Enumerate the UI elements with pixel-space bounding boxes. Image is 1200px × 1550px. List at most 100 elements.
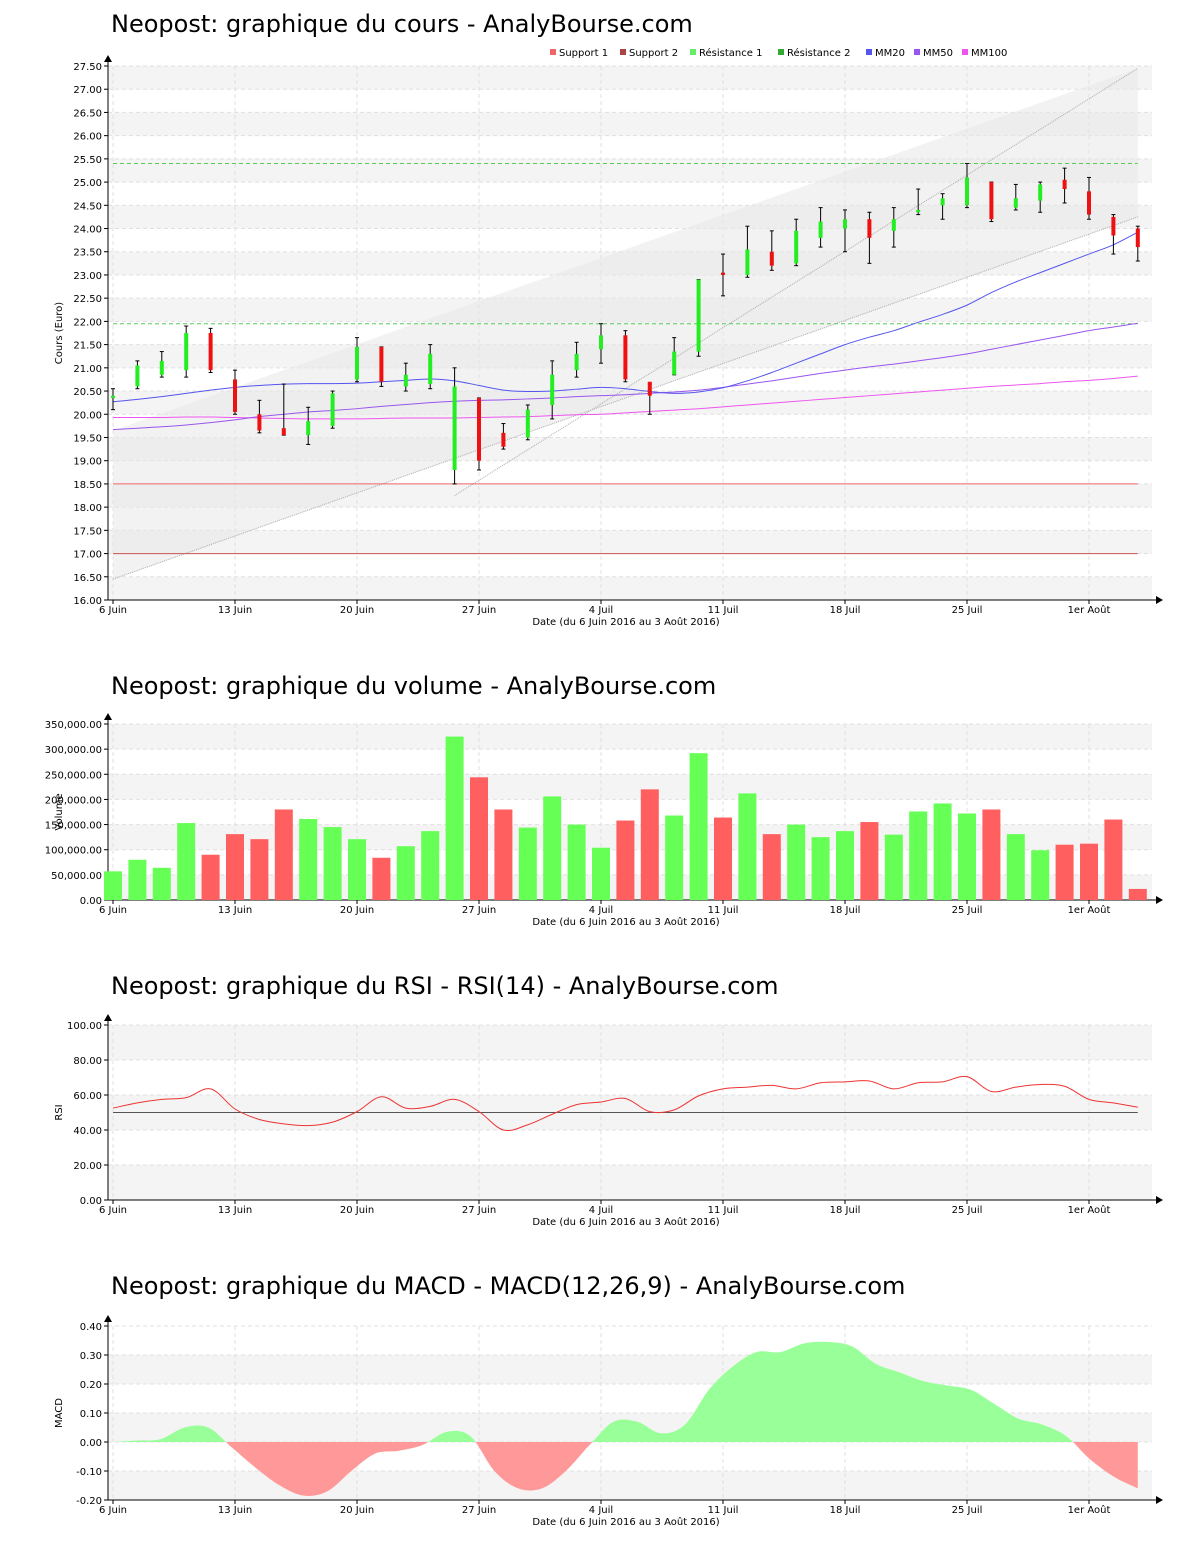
x-axis-arrow: [1156, 1496, 1163, 1504]
macd-positive-area: [113, 1341, 1138, 1442]
candle-body: [1135, 228, 1140, 248]
candle-body: [843, 219, 847, 229]
candle-body: [721, 272, 725, 275]
x-axis-arrow: [1156, 1196, 1163, 1204]
legend-swatch: [690, 49, 696, 55]
x-tick-label: 6 Juin: [99, 605, 127, 616]
x-tick-label: 27 Juin: [462, 1205, 496, 1216]
volume-bar: [518, 827, 537, 900]
x-tick-label: 1er Août: [1068, 1204, 1111, 1216]
volume-bar: [1006, 834, 1025, 900]
candle-body: [379, 346, 384, 382]
candle-body: [403, 374, 408, 387]
volume-bar: [860, 822, 879, 900]
x-tick-label: 20 Juin: [340, 1205, 374, 1216]
candle-body: [696, 279, 701, 352]
y-tick-label: 19.00: [73, 457, 102, 468]
y-tick-label: 100,000.00: [45, 846, 102, 857]
legend-label: Résistance 1: [699, 47, 762, 59]
candle-body: [1038, 184, 1043, 201]
volume-bar: [640, 789, 659, 900]
candle-body: [965, 177, 969, 206]
grid-band: [108, 1165, 1152, 1200]
volume-bar: [933, 803, 952, 900]
x-tick-label: 11 Juil: [708, 605, 739, 616]
candle-body: [867, 219, 872, 238]
grid-band: [108, 66, 1152, 90]
volume-bar: [714, 817, 732, 900]
volume-bar: [226, 834, 244, 900]
grid-band: [108, 774, 1152, 800]
volume-bar: [909, 811, 928, 900]
grid-band: [108, 530, 1152, 554]
y-tick-label: 40.00: [73, 1126, 102, 1137]
volume-chart: 0.00 50,000.00 100,000.00 150,000.00 200,000…: [45, 713, 1163, 928]
macd-chart-panel: Neopost: graphique du MACD - MACD(12,26,…: [0, 1260, 1200, 1550]
candle-body: [306, 421, 311, 436]
y-axis-title: MACD: [54, 1398, 65, 1428]
x-tick-label: 27 Juin: [462, 605, 496, 616]
volume-bar: [348, 839, 366, 900]
volume-bar: [738, 793, 757, 900]
y-tick-label: -0.10: [76, 1467, 102, 1478]
y-axis-arrow: [104, 55, 112, 62]
legend-label: Support 2: [629, 48, 678, 59]
y-tick-label: 25.50: [73, 155, 102, 166]
candle-body: [1111, 216, 1116, 236]
y-tick-label: 250,000.00: [45, 770, 102, 781]
y-tick-label: 50,000.00: [51, 871, 102, 882]
y-tick-label: 27.00: [73, 85, 102, 96]
y-axis-arrow: [104, 713, 112, 720]
candle-body: [525, 409, 530, 438]
x-tick-label: 25 Juil: [952, 905, 983, 916]
y-tick-label: 300,000.00: [45, 745, 102, 756]
price-chart: 16.00 16.50 17.00 17.50 18.00 18.50 19.00 19.50…: [54, 47, 1163, 628]
macd-chart: -0.20 -0.10 0.00 0.10 0.20 0.30 0.40 6 Juin 13 J…: [54, 1315, 1163, 1528]
candle-body: [623, 335, 628, 380]
x-axis-title: Date (du 6 Juin 2016 au 3 Août 2016): [532, 616, 719, 628]
candle-body: [891, 219, 896, 231]
x-tick-label: 25 Juil: [952, 605, 983, 616]
volume-chart-panel: Neopost: graphique du volume - AnalyBour…: [0, 660, 1200, 940]
y-tick-label: 20.50: [73, 387, 102, 398]
y-tick-label: 23.50: [73, 248, 102, 259]
volume-bar: [494, 809, 513, 900]
candle-body: [184, 333, 189, 371]
chart-title: Neopost: graphique du volume - AnalyBour…: [111, 672, 717, 700]
volume-bar: [250, 839, 269, 900]
volume-bar: [592, 847, 610, 900]
y-tick-label: 0.00: [80, 1196, 102, 1207]
x-tick-label: 4 Juil: [589, 905, 613, 916]
candle-body: [501, 432, 506, 447]
y-tick-label: 0.10: [80, 1409, 102, 1420]
x-tick-label: 27 Juin: [462, 905, 496, 916]
y-tick-label: 18.00: [73, 503, 102, 514]
grid-band: [108, 1355, 1152, 1384]
y-tick-label: 18.50: [73, 480, 102, 491]
legend-label: Support 1: [559, 48, 608, 59]
candle-body: [574, 353, 579, 371]
y-tick-label: 21.50: [73, 341, 102, 352]
legend-swatch: [550, 49, 556, 55]
x-axis-title: Date (du 6 Juin 2016 au 3 Août 2016): [532, 916, 719, 928]
y-tick-label: 22.50: [73, 294, 102, 305]
x-tick-label: 13 Juin: [218, 1505, 252, 1516]
candle-body: [1013, 198, 1018, 208]
x-tick-label: 13 Juin: [218, 905, 252, 916]
legend-swatch: [866, 49, 872, 55]
volume-bar: [1031, 850, 1050, 900]
y-tick-label: 17.50: [73, 526, 102, 537]
volume-bar: [836, 831, 854, 900]
candle-body: [257, 414, 262, 431]
chart-title: Neopost: graphique du RSI - RSI(14) - An…: [111, 972, 779, 1000]
grid-band: [108, 1025, 1152, 1060]
candle-body: [428, 353, 433, 385]
volume-bar: [299, 819, 318, 900]
x-tick-label: 1er Août: [1068, 604, 1111, 616]
candle-body: [672, 351, 677, 375]
y-tick-label: 20.00: [73, 1161, 102, 1172]
legend-label: MM50: [923, 48, 953, 59]
volume-bar: [567, 824, 586, 900]
y-tick-label: 22.00: [73, 317, 102, 328]
grid-band: [108, 1471, 1152, 1500]
